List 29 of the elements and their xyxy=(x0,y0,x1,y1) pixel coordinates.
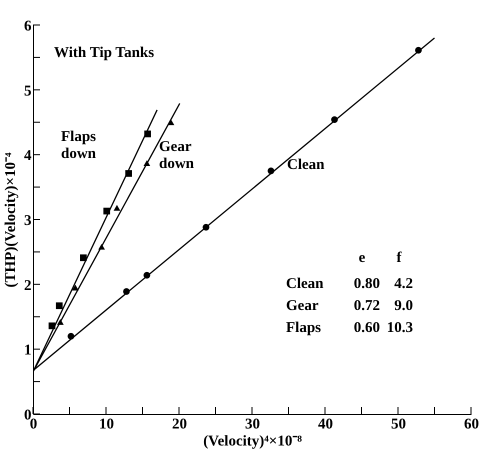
annotation: With Tip Tanks xyxy=(54,45,154,61)
series-label: Gear down xyxy=(159,139,195,172)
annotation: 4.2 xyxy=(394,276,413,292)
x-tick-label: 30 xyxy=(245,416,260,432)
text: Flaps down xyxy=(61,129,97,162)
y-tick-label: 5 xyxy=(24,83,32,100)
annotation: 0.60 xyxy=(354,320,380,336)
annotation: e xyxy=(358,250,366,266)
annotation: Flaps xyxy=(286,320,322,336)
y-tick-label: 4 xyxy=(24,148,32,164)
y-tick-label: 6 xyxy=(24,18,32,34)
annotation: 0.72 xyxy=(354,298,380,314)
y-axis-title: (THP)(Velocity)×10⁻⁴ xyxy=(3,152,19,288)
x-tick-label: 20 xyxy=(172,416,187,432)
x-tick-label: 50 xyxy=(391,416,406,432)
y-tick-label: 3 xyxy=(24,213,32,229)
annotation: 0.80 xyxy=(354,276,380,292)
x-axis-title: (Velocity)⁴×10⁻⁸ xyxy=(203,434,302,450)
y-tick-label: 2 xyxy=(24,278,32,294)
x-tick-label: 40 xyxy=(318,416,333,432)
annotation: f xyxy=(396,250,402,266)
annotation: Clean xyxy=(286,276,324,292)
series-label: Clean xyxy=(287,157,326,173)
y-tick-label: 1 xyxy=(24,342,32,359)
annotation: 9.0 xyxy=(394,298,413,314)
annotation: 10.3 xyxy=(386,320,413,336)
x-tick-label: 10 xyxy=(99,416,114,432)
annotation: Gear xyxy=(286,298,319,314)
x-tick-label: 60 xyxy=(464,416,479,432)
